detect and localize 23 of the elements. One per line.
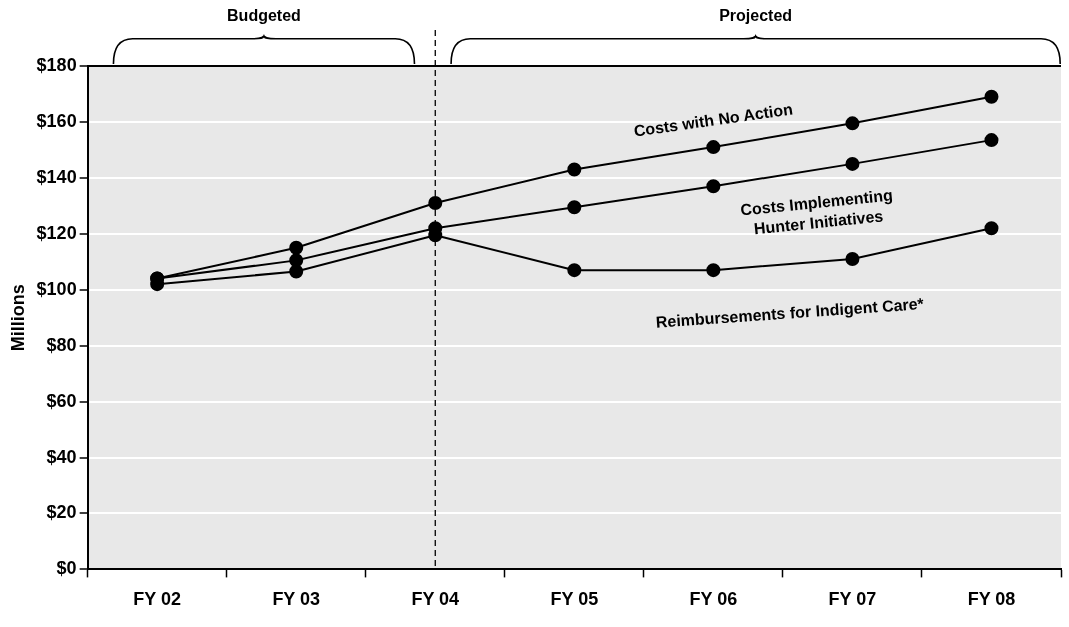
y-tick-label: $40 [46,446,77,467]
x-tick-label: FY 06 [689,589,738,610]
y-tick-label: $120 [36,222,77,243]
text: Budgeted [227,7,301,25]
x-tick-label: FY 07 [828,589,877,610]
y-axis-title: Millions [7,284,28,352]
y-tick-label: $60 [46,390,77,411]
text: Projected [719,7,793,25]
y-tick-label: $80 [46,334,77,355]
y-tick-label: $20 [46,502,77,523]
y-tick-label: $160 [36,110,77,131]
text: Costs Implementing Hunter Initiatives [739,186,894,238]
y-tick-label: $180 [36,54,77,75]
series-label: Reimbursements for Indigent Care* [655,294,926,331]
y-tick-label: $100 [36,278,77,299]
x-tick-label: FY 04 [411,589,460,610]
y-tick-label: $140 [36,166,77,187]
x-tick-label: FY 08 [967,589,1016,610]
x-tick-label: FY 03 [272,589,321,610]
y-tick-label: $0 [56,558,77,579]
text: Costs with No Action [632,100,794,140]
x-tick-label: FY 02 [133,589,182,610]
x-tick-label: FY 05 [550,589,599,610]
